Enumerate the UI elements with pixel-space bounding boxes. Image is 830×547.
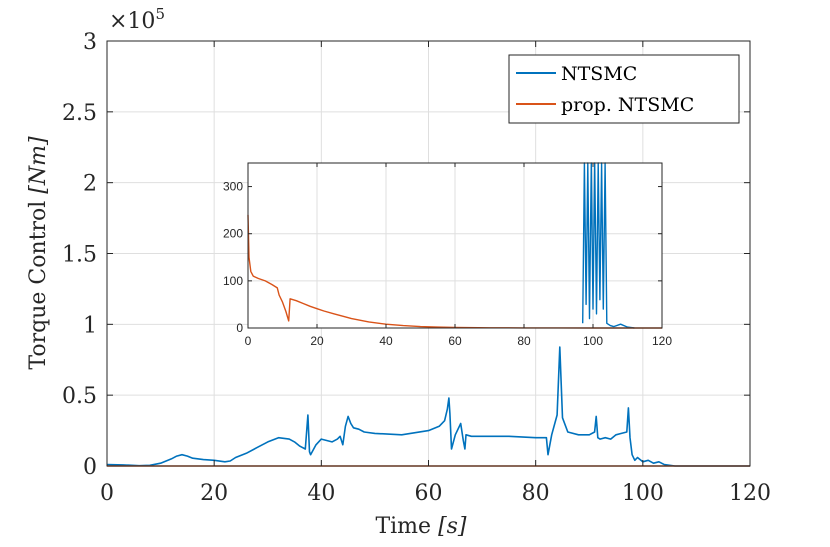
legend-label-prop-ntsmc: prop. NTSMC [561,94,694,116]
inset-axes: 0 20 40 60 80 100 120 0 100 200 300 [223,162,672,348]
y-multiplier-base: ×10 [109,9,155,34]
main-x-tick-label: 120 [729,481,771,506]
main-y-tick-label: 3 [83,30,97,55]
main-y-tick-label: 2.5 [62,101,97,126]
main-tick-labels: 0 20 40 60 80 100 120 0 0.5 1 1.5 2 2.5 3 [62,30,771,506]
legend: NTSMC prop. NTSMC [508,54,740,124]
inset-x-tick-label: 100 [583,334,603,348]
main-y-tick-label: 0 [83,455,97,480]
inset-x-tick-label: 20 [310,334,324,348]
inset-tick-labels: 0 20 40 60 80 100 120 0 100 200 300 [223,180,672,348]
main-y-tick-label: 1.5 [62,243,97,268]
main-x-tick-label: 0 [100,481,114,506]
main-y-tick-label: 1 [83,313,97,338]
main-x-tick-label: 80 [522,481,550,506]
main-x-tick-label: 20 [200,481,228,506]
y-multiplier-exponent: 5 [155,5,165,23]
inset-x-tick-label: 120 [652,334,672,348]
legend-box [508,54,740,124]
inset-x-tick-label: 40 [379,334,393,348]
inset-x-tick-label: 80 [517,334,531,348]
x-axis-label: Time [s] [375,514,466,539]
x-axis-label-text: Time [375,514,438,539]
main-ticks [106,40,751,467]
legend-label-ntsmc: NTSMC [561,63,637,85]
inset-y-tick-label: 300 [223,180,243,194]
main-y-tick-label: 2 [83,172,97,197]
inset-grid [248,163,662,328]
inset-y-tick-label: 0 [236,321,243,335]
main-y-tick-label: 0.5 [62,384,97,409]
inset-y-tick-label: 200 [223,227,243,241]
main-series-line-ntsmc [106,346,750,467]
x-axis-label-unit: [s] [438,514,467,539]
y-axis-label-text: Torque Control [26,194,51,370]
main-x-tick-label: 100 [622,481,664,506]
y-axis-label: Torque Control [Nm] [26,136,51,370]
inset-x-tick-label: 0 [245,334,252,348]
y-axis-label-unit: [Nm] [26,136,51,194]
inset-series-line-ntsmc [582,162,635,329]
main-x-tick-label: 40 [307,481,335,506]
inset-x-tick-label: 60 [448,334,462,348]
main-x-tick-label: 60 [415,481,443,506]
y-multiplier: ×105 [109,5,165,34]
inset-ticks [247,163,663,329]
inset-y-tick-label: 100 [223,274,243,288]
